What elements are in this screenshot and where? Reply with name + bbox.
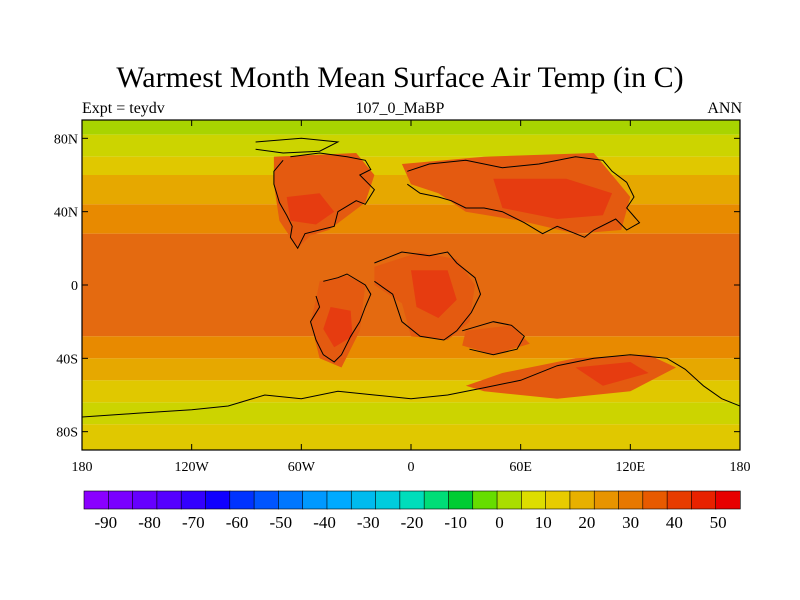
eurasia-coast — [407, 156, 641, 238]
colorbar-swatch — [545, 490, 571, 510]
experiment-label: Expt = teydv — [82, 100, 165, 117]
north-america-coast — [273, 152, 376, 250]
colorbar-swatch — [618, 490, 644, 510]
field-band-4 — [82, 204, 740, 234]
colorbar-label: 30 — [622, 513, 639, 532]
colorbar-swatch — [642, 490, 668, 510]
colorbar-swatch — [448, 490, 474, 510]
colorbar-swatch — [593, 490, 620, 510]
lat-tick-label: 80N — [54, 132, 78, 147]
lon-tick-label: 180 — [72, 460, 93, 475]
colorbar-swatch — [253, 490, 279, 510]
lon-tick-label: 120E — [616, 460, 646, 475]
colorbar-swatch — [350, 490, 377, 510]
time-label: 107_0_MaBP — [355, 100, 445, 117]
colorbar-swatch — [205, 490, 231, 510]
greenland-coast — [255, 137, 340, 154]
colorbar-swatch — [326, 490, 352, 510]
colorbar-swatch — [521, 490, 547, 510]
hot-region-south-america-core — [323, 307, 353, 348]
temperature-field — [82, 120, 740, 450]
india-coast — [462, 321, 525, 356]
lon-tick-label: 60W — [288, 460, 316, 475]
colorbar-label: -80 — [138, 513, 161, 532]
colorbar-label: -40 — [313, 513, 336, 532]
colorbar-label: -90 — [95, 513, 118, 532]
colorbar-swatch — [132, 490, 158, 510]
colorbar-label: 50 — [710, 513, 727, 532]
colorbar-swatch — [107, 490, 134, 510]
hot-region-india — [462, 325, 530, 355]
colorbar-swatch — [569, 490, 595, 510]
colorbar-label: -30 — [357, 513, 380, 532]
colorbar-swatch — [83, 490, 109, 510]
colorbar-swatch — [496, 490, 522, 510]
antarctic-coast — [82, 354, 740, 418]
colorbar-label: -50 — [269, 513, 292, 532]
hot-region-africa-core — [411, 270, 457, 318]
colorbar-label: -20 — [401, 513, 424, 532]
colorbar-swatch — [302, 490, 328, 510]
lon-tick-label: 0 — [408, 460, 415, 475]
colorbar-swatch — [472, 490, 498, 510]
lon-tick-label: 60E — [509, 460, 532, 475]
colorbar-swatch — [666, 490, 693, 510]
field-band-9 — [82, 402, 740, 425]
coastlines — [82, 137, 740, 418]
lat-tick-label: 40N — [54, 206, 78, 221]
colorbar-label: 40 — [666, 513, 683, 532]
colorbar-swatch — [399, 490, 425, 510]
colorbar-label: -60 — [226, 513, 249, 532]
colorbar-label: 10 — [535, 513, 552, 532]
field-band-1 — [82, 134, 740, 157]
lat-tick-label: 0 — [71, 279, 78, 294]
colorbar-label: 20 — [578, 513, 595, 532]
colorbar-swatch — [715, 490, 741, 510]
lon-tick-label: 180 — [730, 460, 751, 475]
colorbar-swatch — [278, 490, 304, 510]
colorbar-swatch — [180, 490, 207, 510]
africa-coast — [374, 251, 482, 341]
colorbar: -90 -80 -70 -60 -50 -40 -30 -20 -10 0 10 20 30 40 50 — [83, 490, 741, 532]
map-title: Warmest Month Mean Surface Air Temp (in … — [116, 61, 684, 94]
colorbar-label: 0 — [495, 513, 504, 532]
lon-tick-label: 120W — [175, 460, 210, 475]
lat-tick-label: 40S — [56, 352, 78, 367]
colorbar-label: -70 — [182, 513, 205, 532]
colorbar-label: -10 — [444, 513, 467, 532]
field-band-0 — [82, 120, 740, 135]
season-label: ANN — [707, 100, 742, 117]
axis-ticks: 80N 40N 0 40S 80S 180 120W 60W 0 60E 120E 180 — [54, 120, 751, 475]
colorbar-swatch — [423, 490, 450, 510]
colorbar-swatch — [691, 490, 717, 510]
hot-region-australia-core — [575, 362, 649, 386]
hot-region-north-america-core — [286, 193, 335, 225]
colorbar-swatch — [375, 490, 401, 510]
field-band-6 — [82, 336, 740, 359]
south-america-coast — [309, 273, 372, 363]
colorbar-swatch — [229, 490, 255, 510]
hot-region-eurasia-core — [493, 178, 613, 219]
colorbar-swatch — [156, 490, 182, 510]
lat-tick-label: 80S — [56, 426, 78, 441]
